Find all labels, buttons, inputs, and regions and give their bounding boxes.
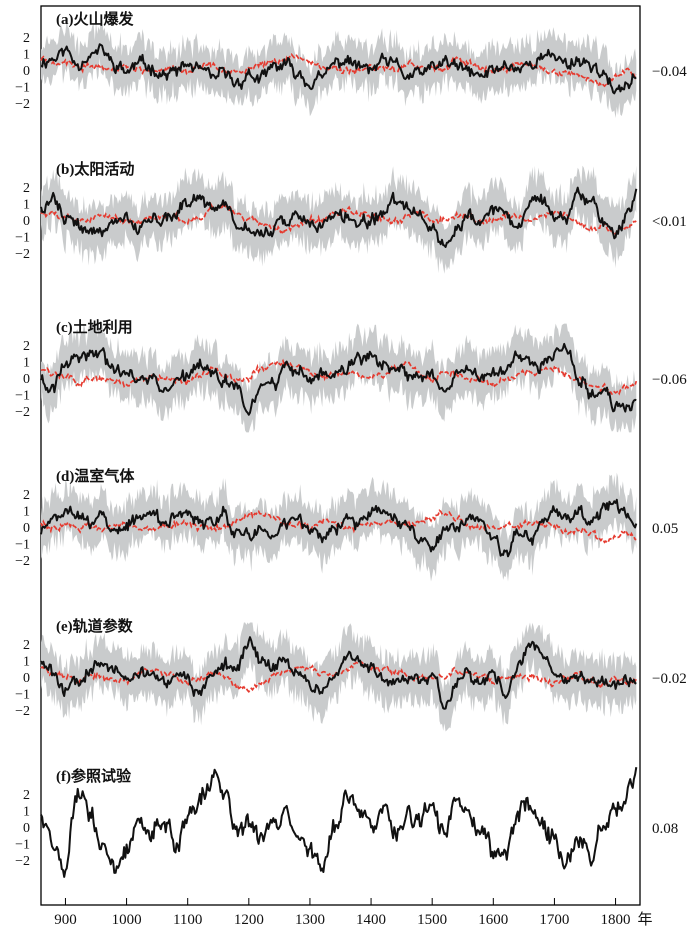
correlation-value-b: <0.01	[652, 214, 687, 230]
y-tick-label: 0	[23, 214, 30, 229]
y-tick-label: 2	[23, 788, 30, 803]
y-tick-label: 0	[23, 671, 30, 686]
panel-b: (b)太阳活动 2 10 −1−2 <0.01	[15, 160, 687, 274]
correlation-value-f: 0.08	[652, 821, 678, 837]
y-tick-label: −1	[15, 538, 30, 553]
x-tick-label: 1800	[601, 912, 631, 928]
x-tick-label: 1600	[478, 912, 508, 928]
y-tick-label: −2	[15, 405, 30, 420]
y-tick-label: −1	[15, 838, 30, 853]
simulated-line-a	[40, 53, 638, 88]
y-tick-label: −2	[15, 554, 30, 569]
panel-title-b: (b)太阳活动	[56, 160, 134, 178]
panel-f: (f)参照试验 2 10 −1−2 0.08	[15, 767, 678, 878]
y-tick-label: −2	[15, 704, 30, 719]
x-tick-label: 1100	[173, 912, 202, 928]
spread-band-e	[41, 622, 637, 732]
observed-line-b	[40, 186, 638, 248]
panel-title-c: (c)土地利用	[56, 318, 133, 336]
y-tick-label: 0	[23, 372, 30, 387]
spread-band-c	[41, 323, 637, 433]
panel-e: (e)轨道参数 2 10 −1−2 −0.02	[15, 617, 687, 732]
y-tick-label: −1	[15, 231, 30, 246]
observed-line-c	[40, 342, 637, 416]
x-tick-label: 1700	[539, 912, 569, 928]
x-axis-unit: 年	[638, 911, 653, 928]
panel-title-f: (f)参照试验	[56, 767, 132, 785]
panel-title-e: (e)轨道参数	[56, 617, 134, 635]
y-tick-label: −1	[15, 389, 30, 404]
y-tick-label: 0	[23, 821, 30, 836]
correlation-value-d: 0.05	[652, 521, 678, 537]
y-tick-label: 0	[23, 521, 30, 536]
panels: (a)火山爆发210−1−2−0.04(b)太阳活动210−1−2<0.01(c…	[15, 10, 687, 878]
observed-line-e	[40, 636, 637, 710]
y-tick-label: 2	[23, 181, 30, 196]
x-axis: 900 1000 1100 1200 1300 1400 1500 1600 1700 1800 年	[54, 898, 653, 928]
y-tick-label: −1	[15, 81, 30, 96]
correlation-value-a: −0.04	[652, 64, 687, 80]
x-tick-label: 1500	[417, 912, 447, 928]
y-tick-label: 0	[23, 64, 30, 79]
x-tick-label: 1300	[295, 912, 325, 928]
x-tick-label: 900	[54, 912, 77, 928]
panel-title-d: (d)温室气体	[56, 467, 135, 485]
y-tick-label: −1	[15, 688, 30, 703]
y-tick-label: 2	[23, 638, 30, 653]
y-tick-label: 1	[23, 48, 30, 63]
x-tick-label: 1000	[112, 912, 142, 928]
y-tick-label: −2	[15, 247, 30, 262]
observed-line-d	[40, 498, 638, 558]
panel-a: (a)火山爆发 2 10 −1−2 −0.04	[15, 10, 687, 118]
observed-line-a	[40, 43, 637, 95]
panel-c: (c)土地利用 2 10 −1−2 −0.06	[15, 318, 687, 433]
correlation-value-c: −0.06	[652, 372, 687, 388]
y-tick-label: 1	[23, 655, 30, 670]
spread-band-b	[41, 165, 637, 274]
plot-frame	[40, 5, 641, 906]
x-tick-label: 1200	[234, 912, 264, 928]
y-tick-label: −2	[15, 854, 30, 869]
x-tick-label: 1400	[356, 912, 386, 928]
y-tick-label: 2	[23, 31, 30, 46]
observed-line-f	[40, 767, 638, 878]
correlation-value-e: −0.02	[652, 671, 687, 687]
panel-title-a: (a)火山爆发	[56, 10, 134, 28]
y-tick-label: 1	[23, 356, 30, 371]
y-tick-label: 1	[23, 805, 30, 820]
y-tick-label: −2	[15, 97, 30, 112]
panel-d: (d)温室气体 2 10 −1−2 0.05	[15, 467, 678, 582]
y-tick-label: 1	[23, 198, 30, 213]
y-tick-label: 2	[23, 339, 30, 354]
y-tick-label: 2	[23, 488, 30, 503]
y-tick-label: 1	[23, 505, 30, 520]
